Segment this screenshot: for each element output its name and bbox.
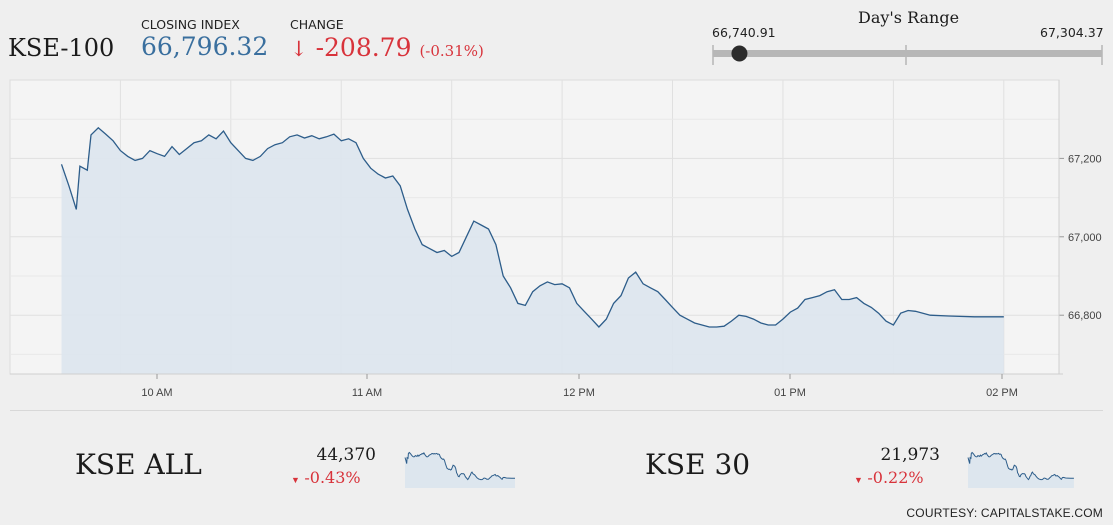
y-tick-label: 66,800 — [1068, 310, 1102, 322]
kse-all-change-group: ▼ -0.43% — [291, 468, 361, 488]
kse-all-sparkline — [404, 451, 515, 488]
change-percent: (-0.31%) — [419, 42, 484, 60]
days-range-high: 67,304.37 — [1040, 25, 1104, 40]
x-tick-label: 11 AM — [352, 387, 382, 398]
kse-30-sparkline — [967, 451, 1074, 488]
kse-all-name: KSE ALL — [75, 448, 202, 481]
x-tick-label: 02 PM — [986, 387, 1018, 398]
x-tick-label: 10 AM — [141, 387, 172, 398]
change-value-group: ↓ -208.79 (-0.31%) — [290, 33, 484, 62]
x-tick-label: 12 PM — [563, 387, 595, 398]
range-track — [713, 50, 1102, 57]
courtesy-credit: COURTESY: CAPITALSTAKE.COM — [906, 506, 1103, 520]
kse-30-change: -0.22% — [867, 468, 924, 487]
sparkline-line — [404, 451, 515, 481]
down-triangle-icon: ▼ — [291, 475, 300, 485]
change-label: CHANGE — [290, 17, 344, 32]
kse-30-name: KSE 30 — [645, 448, 751, 481]
closing-index-value: 66,796.32 — [141, 32, 269, 61]
kse-all-value: 44,370 — [316, 445, 376, 465]
down-arrow-icon: ↓ — [290, 37, 308, 61]
y-tick-label: 67,200 — [1068, 153, 1102, 165]
days-range-low: 66,740.91 — [712, 25, 776, 40]
y-tick-label: 67,000 — [1068, 232, 1102, 244]
range-marker — [731, 45, 748, 62]
days-range-bar — [712, 45, 1103, 65]
days-range-title: Day's Range — [858, 8, 960, 27]
closing-index-label: CLOSING INDEX — [141, 17, 240, 32]
change-value: -208.79 — [315, 33, 412, 62]
kse-30-change-group: ▼ -0.22% — [854, 468, 924, 488]
index-name: KSE-100 — [8, 34, 115, 62]
kse-30-value: 21,973 — [880, 445, 940, 465]
down-triangle-icon: ▼ — [854, 475, 863, 485]
sparkline-area — [968, 452, 1074, 488]
x-tick-label: 01 PM — [774, 387, 806, 398]
sparkline-area — [405, 452, 515, 488]
section-divider — [10, 410, 1103, 411]
sparkline-line — [967, 451, 1074, 481]
intraday-chart: 10 AM 11 AM 12 PM 01 PM 02 PM 67,200 67,000 66,… — [9, 79, 1102, 398]
series-line — [60, 126, 1004, 328]
kse-all-change: -0.43% — [304, 468, 361, 487]
series-area — [61, 127, 1004, 374]
